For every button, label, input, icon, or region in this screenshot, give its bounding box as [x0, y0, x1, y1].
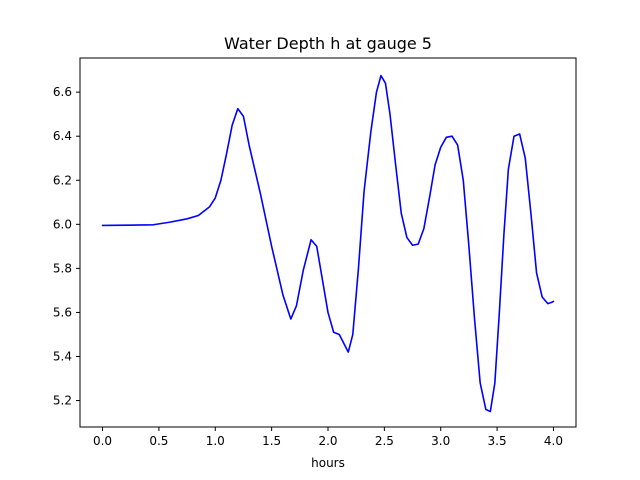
x-axis-label: hours: [311, 456, 345, 470]
chart-title: Water Depth h at gauge 5: [224, 34, 432, 53]
y-tick-label: 5.8: [53, 261, 72, 275]
y-tick-label: 5.2: [53, 394, 72, 408]
y-tick-label: 5.6: [53, 305, 72, 319]
y-tick-label: 5.4: [53, 350, 72, 364]
x-tick-label: 2.5: [375, 434, 394, 448]
x-tick-label: 1.0: [206, 434, 225, 448]
y-tick-label: 6.2: [53, 173, 72, 187]
x-tick-label: 4.0: [544, 434, 563, 448]
y-tick-label: 6.4: [53, 129, 72, 143]
y-axis: 5.2 5.4 5.6 5.8 6.0 6.2 6.4 6.6: [53, 85, 80, 408]
y-tick-label: 6.0: [53, 217, 72, 231]
series-line-1: [101, 74, 555, 413]
x-axis: 0.0 0.5 1.0 1.5 2.0 2.5 3.0 3.5 4.0: [93, 427, 563, 448]
x-tick-label: 2.0: [318, 434, 337, 448]
x-tick-label: 3.5: [488, 434, 507, 448]
x-tick-label: 3.0: [431, 434, 450, 448]
x-tick-label: 1.5: [262, 434, 281, 448]
y-tick-label: 6.6: [53, 85, 72, 99]
x-tick-label: 0.0: [93, 434, 112, 448]
plot-area: [101, 74, 555, 413]
x-tick-label: 0.5: [149, 434, 168, 448]
